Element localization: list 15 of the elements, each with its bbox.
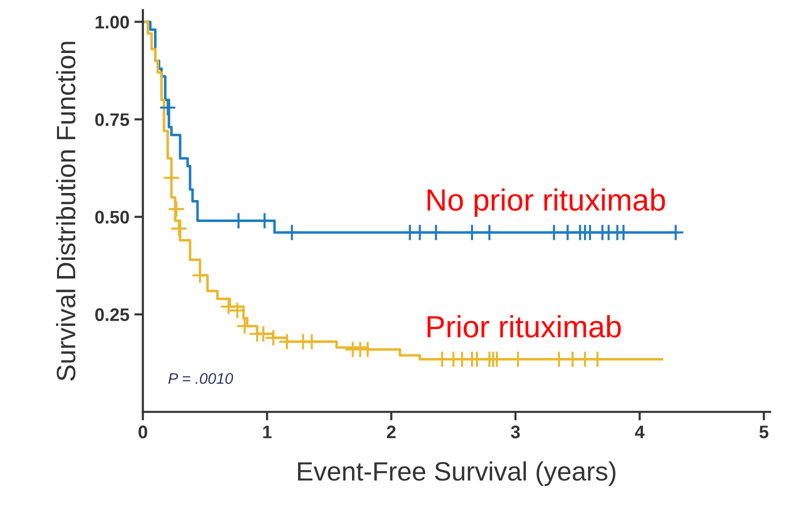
x-tick-label: 4 bbox=[634, 426, 645, 438]
y-tick-label: 1.00 bbox=[96, 16, 129, 29]
x-tick-label: 5 bbox=[759, 426, 768, 438]
x-tick-label: 1 bbox=[263, 426, 272, 438]
y-tick-label: 0.75 bbox=[95, 113, 130, 126]
x-tick-label: 3 bbox=[510, 426, 520, 438]
x-tick-label: 2 bbox=[386, 426, 396, 438]
y-axis-title: Survival Distribution Function bbox=[56, 42, 76, 381]
series-label: No prior rituximab bbox=[428, 188, 665, 217]
y-tick-label: 0.25 bbox=[95, 308, 130, 322]
x-tick-label: 0 bbox=[138, 426, 148, 438]
x-axis-title: Event-Free Survival (years) bbox=[298, 461, 616, 486]
y-tick-label: 0.50 bbox=[95, 210, 129, 224]
series-label: Prior rituximab bbox=[428, 315, 621, 338]
annotation: P = .0010 bbox=[168, 373, 234, 384]
